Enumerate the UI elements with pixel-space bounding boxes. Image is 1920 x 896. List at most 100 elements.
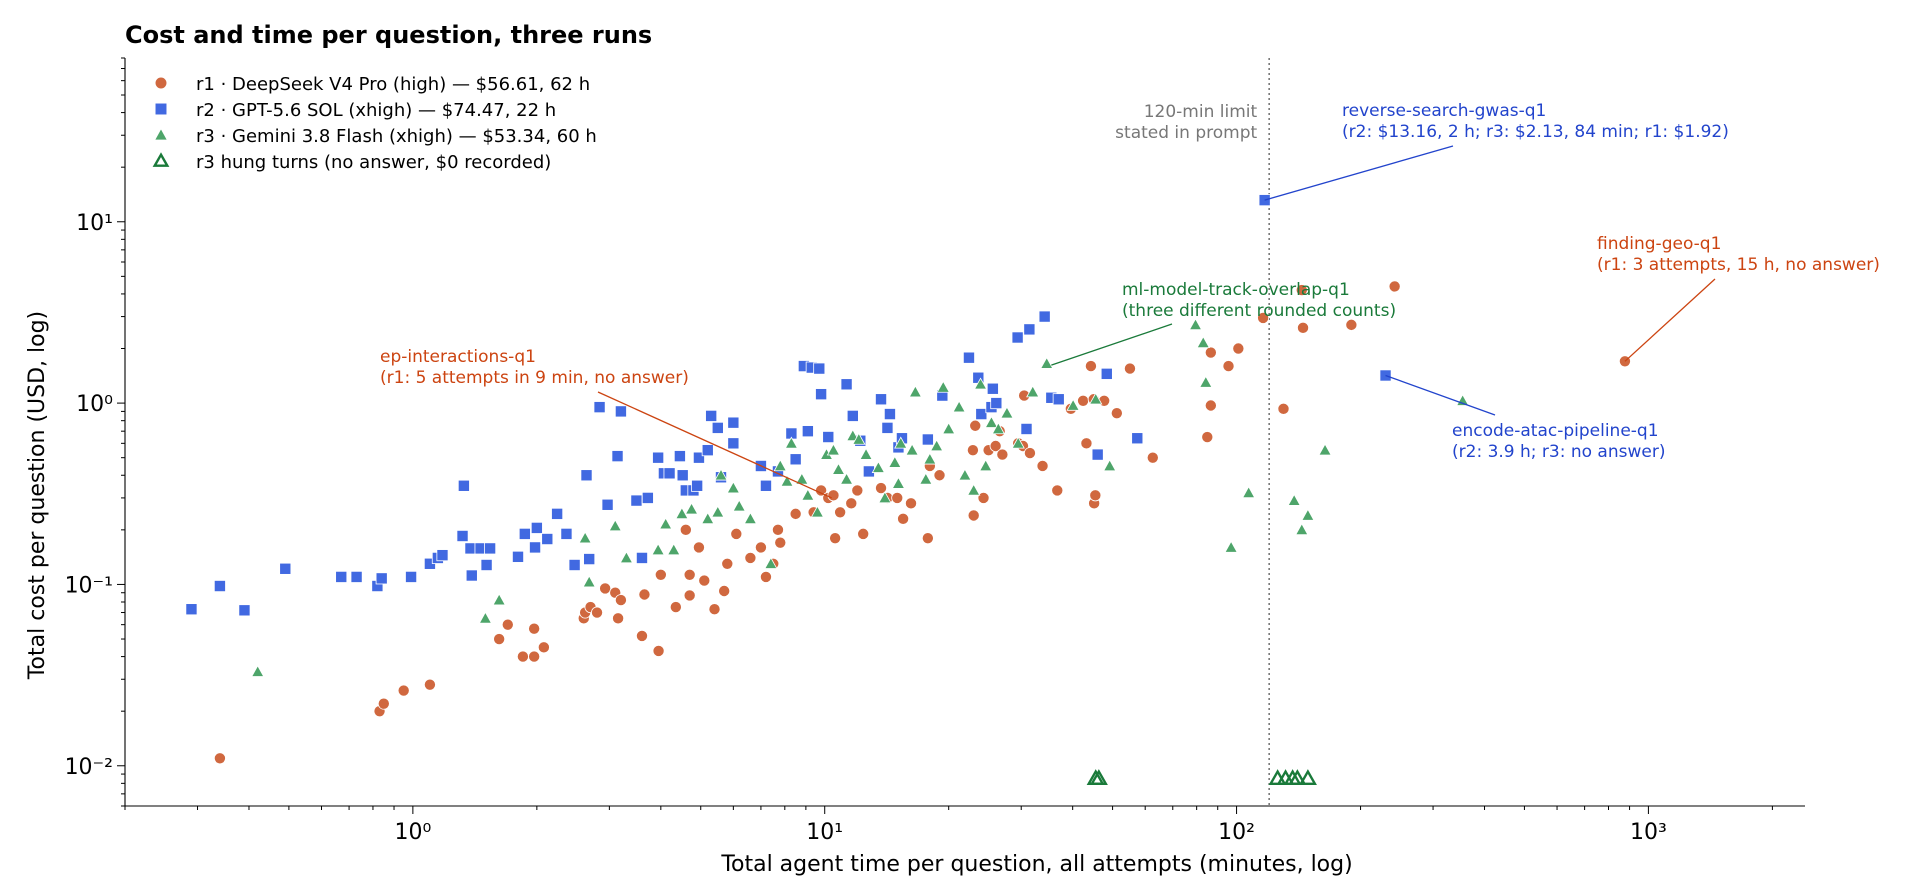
data-point: [537, 641, 550, 654]
data-point: [1084, 360, 1097, 373]
data-point: [1131, 432, 1144, 445]
data-point: [501, 618, 514, 631]
data-point: [1080, 437, 1093, 450]
data-point: [774, 536, 787, 549]
data-point: [652, 644, 665, 657]
data-point: [638, 588, 651, 601]
annotation-label: (r2: $13.16, 2 h; r3: $2.13, 84 min; r1:…: [1342, 122, 1729, 142]
data-point: [979, 459, 993, 472]
data-point: [698, 574, 711, 587]
data-point: [641, 491, 654, 504]
annotation: encode-atac-pipeline-q1(r2: 3.9 h; r3: n…: [1385, 374, 1665, 462]
data-point: [754, 541, 767, 554]
x-tick-label: 10¹: [806, 820, 843, 845]
data-point: [701, 444, 714, 457]
data-point: [608, 519, 622, 532]
legend-marker: [154, 76, 168, 90]
data-point: [580, 469, 593, 482]
series-4: [1086, 769, 1317, 786]
data-point: [875, 393, 888, 406]
data-point: [185, 603, 198, 616]
data-point: [516, 650, 529, 663]
data-point: [1388, 280, 1401, 293]
legend-label: r3 hung turns (no answer, $0 recorded): [196, 152, 551, 173]
data-point: [711, 505, 725, 518]
data-point: [551, 507, 564, 520]
y-tick-label: 10⁻²: [65, 755, 113, 780]
data-point: [599, 582, 612, 595]
data-point: [658, 517, 673, 530]
data-point: [732, 499, 746, 512]
data-point: [593, 401, 606, 414]
data-point: [977, 491, 990, 504]
legend-item: r1 · DeepSeek V4 Pro (high) — $56.61, 62…: [154, 74, 590, 95]
data-point: [614, 594, 627, 607]
legend: r1 · DeepSeek V4 Pro (high) — $56.61, 62…: [152, 74, 597, 173]
data-point: [851, 484, 864, 497]
data-point: [991, 422, 1006, 435]
data-point: [528, 650, 541, 663]
data-point: [1091, 448, 1104, 461]
data-point: [1100, 367, 1113, 380]
legend-marker: [154, 102, 168, 116]
data-point: [897, 512, 910, 525]
data-point: [1000, 406, 1014, 419]
data-point: [692, 451, 705, 464]
data-point: [1040, 356, 1054, 369]
data-point: [973, 377, 988, 390]
data-point: [919, 472, 933, 485]
data-point: [484, 542, 497, 555]
data-point: [684, 502, 699, 515]
data-point: [721, 557, 734, 570]
data-point: [1288, 769, 1307, 786]
data-point: [619, 551, 634, 564]
data-point: [1023, 447, 1036, 460]
data-point: [238, 604, 251, 617]
data-point: [1146, 451, 1159, 464]
data-point: [881, 421, 894, 434]
annotation: reverse-search-gwas-q1(r2: $13.16, 2 h; …: [1264, 101, 1729, 201]
data-point: [718, 585, 731, 598]
data-point: [813, 362, 826, 375]
data-point: [1052, 393, 1065, 406]
legend-label: r2 · GPT-5.6 SOL (xhigh) — $74.47, 22 h: [196, 100, 556, 121]
data-point: [1222, 360, 1235, 373]
data-point: [908, 385, 923, 398]
data-point: [530, 521, 543, 534]
data-point: [279, 562, 292, 575]
limit-label: 120-min limit: [1144, 102, 1258, 122]
data-point: [630, 494, 643, 507]
data-points: [185, 194, 1631, 786]
data-point: [1232, 342, 1245, 355]
data-point: [578, 531, 592, 544]
annotation-label: (r2: 3.9 h; r3: no answer): [1452, 442, 1665, 462]
data-point: [1026, 385, 1040, 398]
data-point: [1258, 194, 1271, 207]
data-point: [654, 568, 667, 581]
data-point: [701, 512, 715, 525]
data-point: [529, 541, 542, 554]
data-point: [967, 509, 980, 522]
y-axis-title: Total cost per question (USD, log): [25, 311, 50, 680]
data-point: [405, 570, 418, 583]
data-point: [829, 532, 842, 545]
data-point: [1077, 394, 1090, 407]
data-point: [815, 388, 828, 401]
data-point: [1011, 331, 1024, 344]
legend-label: r1 · DeepSeek V4 Pro (high) — $56.61, 62…: [196, 74, 590, 95]
data-point: [846, 409, 859, 422]
data-point: [780, 474, 794, 487]
data-point: [667, 543, 681, 556]
annotation-arrow: [1624, 278, 1716, 362]
data-point: [967, 483, 981, 496]
data-point: [335, 570, 348, 583]
data-point: [711, 421, 724, 434]
data-point: [601, 498, 614, 511]
data-point: [789, 453, 802, 466]
data-point: [845, 497, 858, 510]
data-point: [888, 455, 902, 468]
chart-title: Cost and time per question, three runs: [125, 21, 652, 49]
data-point: [840, 378, 853, 391]
data-point: [541, 533, 554, 546]
